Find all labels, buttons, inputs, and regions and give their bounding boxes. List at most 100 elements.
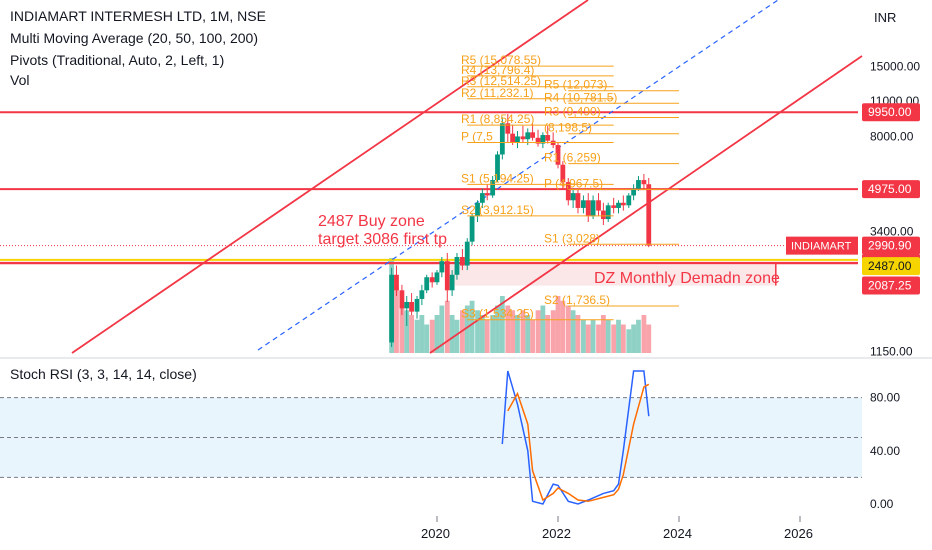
stoch-axis-tick: 40.00 (870, 444, 900, 458)
volume-bar (596, 324, 601, 353)
pivot-label: R3 (12,514.25) (461, 74, 541, 88)
candle-body (575, 193, 581, 208)
volume-bar (515, 315, 520, 353)
candle-body (616, 202, 621, 208)
volume-bar (636, 319, 641, 353)
volume-bar (464, 305, 470, 353)
candle-body (399, 290, 405, 309)
stoch-axis-tick: 0.00 (870, 497, 894, 511)
volume-bar (560, 300, 566, 353)
pivot-label: R1 (8,854.25) (461, 112, 534, 126)
candle-body (611, 205, 617, 208)
volume-bar (535, 310, 541, 353)
volume-bar (449, 315, 455, 353)
pivot-label: R5 (12,073) (544, 78, 607, 92)
candle-body (409, 301, 414, 312)
candle-body (454, 256, 460, 275)
volume-bar (575, 315, 581, 353)
volume-bar (490, 315, 496, 353)
price-label-text: 9950.00 (868, 105, 912, 119)
candle-body (585, 200, 591, 217)
volume-bar (565, 305, 571, 353)
candle-body (520, 136, 526, 140)
volume-bar (525, 315, 531, 353)
volume-bar (605, 319, 611, 353)
candle-body (515, 136, 520, 143)
volume-bar (620, 324, 626, 353)
volume-bar (394, 286, 399, 353)
volume-bar (434, 315, 440, 353)
volume-bar (585, 324, 591, 353)
symbol-tag-box (786, 236, 858, 255)
legend-symbol: INDIAMART INTERMESH LTD, 1M, NSE (10, 8, 266, 24)
candle-body (636, 180, 641, 189)
candle-body (560, 164, 566, 183)
candle-body (479, 193, 485, 203)
channel-upper-line (71, 0, 589, 354)
volume-bar (600, 315, 606, 353)
time-axis-tick: 2026 (784, 526, 813, 541)
pivot-label: R3 (9,490) (544, 104, 601, 118)
volume-bar (570, 310, 576, 353)
candle-body (434, 272, 440, 283)
candle-body (429, 277, 435, 283)
volume-bar (641, 315, 647, 353)
candle-body (646, 184, 652, 246)
price-label-box (862, 276, 920, 295)
pivot-label: R5 (15,078.55) (461, 53, 541, 67)
demand-zone-rect (447, 264, 776, 286)
volume-bar (631, 324, 637, 353)
volume-bar (510, 310, 516, 353)
candle-body (641, 180, 647, 185)
volume-bar (495, 305, 500, 353)
volume-bar (555, 296, 561, 353)
pivot-label: P (7,5 (461, 130, 493, 144)
candle-body (545, 135, 551, 141)
candle-body (404, 301, 410, 309)
stoch-axis-tick: 80.00 (870, 391, 900, 405)
volume-bar (444, 300, 450, 353)
volume-bar (530, 319, 535, 353)
legend-stoch-rsi: Stoch RSI (3, 3, 14, 14, close) (10, 366, 197, 382)
candle-body (439, 261, 445, 273)
candle-body (424, 277, 430, 291)
stoch-series-k (501, 370, 650, 505)
candle-body (631, 188, 637, 196)
pivot-label: R2 (11,232.1) (461, 86, 534, 100)
price-label-text: 2087.25 (868, 279, 912, 293)
volume-bar (484, 319, 490, 353)
volume-bar (545, 315, 551, 353)
volume-bar (499, 296, 505, 353)
time-axis-tick: 2022 (542, 526, 571, 541)
pivot-label: R4 (10,781.5) (544, 90, 617, 104)
buy-zone-annotation: 2487 Buy zone (318, 213, 425, 230)
candle-body (414, 298, 420, 312)
price-axis-tick: 1150.00 (870, 345, 913, 359)
time-axis-tick: 2024 (663, 526, 692, 541)
candle-body (596, 200, 601, 211)
candle-body (570, 193, 576, 201)
volume-bar (616, 319, 621, 353)
candle-body (535, 137, 541, 144)
candle-body (394, 274, 399, 291)
volume-bar (424, 324, 430, 353)
volume-bar (540, 305, 546, 353)
stoch-series-d (507, 383, 650, 503)
pivot-label: S3 (1,534.25) (461, 307, 534, 321)
price-axis-tick: 15000.00 (870, 60, 920, 74)
pivot-label: R1 (6,259) (544, 151, 601, 165)
volume-bar (479, 315, 485, 353)
volume-bar (626, 329, 632, 353)
candle-body (626, 195, 632, 206)
volume-bar (611, 324, 617, 353)
volume-bar (419, 315, 425, 353)
volume-bar (469, 300, 475, 353)
price-label-box (862, 103, 920, 122)
pivot-label: (8,198.5) (544, 121, 592, 135)
candle-body (389, 274, 395, 343)
price-label-box (862, 236, 920, 255)
volume-bar (409, 315, 414, 353)
price-label-box (862, 180, 920, 199)
volume-bar (475, 310, 480, 353)
